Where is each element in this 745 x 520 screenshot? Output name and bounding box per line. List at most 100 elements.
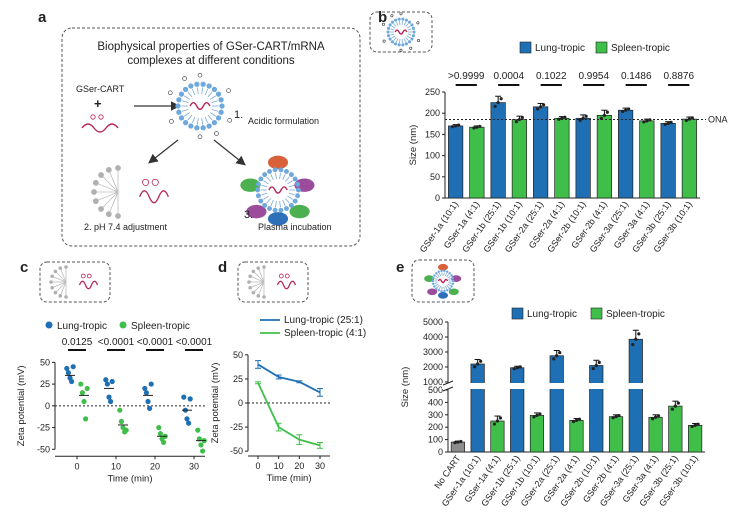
lipid-tail <box>287 195 293 200</box>
lipid-tail <box>390 28 395 31</box>
lipid-tail <box>399 39 401 43</box>
data-point <box>148 381 154 387</box>
lipid-head <box>267 206 272 212</box>
legend-e: Lung-tropic Spleen-tropic <box>511 307 665 320</box>
data-point <box>574 418 579 422</box>
data-point <box>479 359 483 363</box>
y-tick-label: 2000 <box>423 362 443 372</box>
data-point <box>518 365 522 369</box>
charge-icon <box>284 273 290 279</box>
lipid-head <box>255 187 261 193</box>
arrow-right-icon <box>213 139 246 166</box>
panel-c-label: c <box>20 259 28 276</box>
lipid-head <box>390 40 395 44</box>
y-axis-title: Zeta potential (mV) <box>210 363 221 444</box>
lipid-head <box>412 30 416 34</box>
p-value-label: <0.0001 <box>137 337 174 348</box>
legend-c: Lung-tropic Spleen-tropic <box>45 321 190 332</box>
bar <box>511 119 527 199</box>
charge-icon <box>80 273 86 279</box>
y-tick-label: 25 <box>40 379 50 389</box>
legend-b: Lung-tropic Spleen-tropic <box>519 41 670 54</box>
data-point <box>673 404 677 408</box>
y-tick-label: -50 <box>230 446 243 456</box>
lipid-head <box>262 202 268 208</box>
lipid-head <box>178 115 185 121</box>
free-cart-head <box>98 206 104 212</box>
bar <box>554 117 570 199</box>
lipid-head <box>386 30 390 34</box>
bar <box>618 109 634 199</box>
lipid-head <box>278 167 284 173</box>
lipid-head <box>448 272 451 275</box>
y-tick-label: 400 <box>428 397 443 407</box>
reference-line-label: ONA <box>708 115 728 125</box>
bar <box>470 363 485 453</box>
panel-a-label: a <box>38 9 47 26</box>
lipid-head <box>176 97 182 103</box>
free-cart-head <box>50 285 54 290</box>
y-tick-label: -25 <box>37 423 50 433</box>
y-axis-title: Size (nm) <box>400 367 411 408</box>
data-point <box>187 396 193 402</box>
panel-a-frame <box>61 27 361 247</box>
data-point <box>78 381 84 387</box>
lipid-head <box>258 198 264 204</box>
legend-e-spleen-swatch <box>590 307 603 320</box>
lipid-head <box>206 123 212 129</box>
lipid-tail <box>391 25 396 29</box>
lipid-tail <box>406 25 411 29</box>
p-value-label: >0.9999 <box>448 71 485 82</box>
mrna-strand <box>437 278 449 284</box>
data-point <box>627 107 631 111</box>
data-point <box>104 381 110 387</box>
bar <box>569 420 584 453</box>
bar <box>529 415 545 453</box>
lipid-head <box>295 193 301 199</box>
data-point <box>184 416 190 422</box>
lipid-tail <box>401 39 403 43</box>
panel-c: c Lung-tropic Spleen-tropic -50 -25 0 25 50 Z… <box>16 259 213 484</box>
free-cart-head <box>58 266 63 270</box>
lipid-head <box>215 91 222 97</box>
legend-c-lung-marker <box>45 321 53 329</box>
free-cart-head <box>247 280 251 284</box>
data-point <box>123 427 129 433</box>
lipid-head <box>188 83 194 89</box>
lipid-head <box>431 279 435 283</box>
legend-spleen-swatch <box>595 41 608 54</box>
p-value-label: 0.8876 <box>663 71 694 82</box>
lipid-tail <box>285 198 290 204</box>
free-cart-chain <box>59 267 67 283</box>
lipid-head <box>194 125 200 131</box>
free-cart-chain <box>51 281 67 289</box>
panel-c-inset-frame <box>39 261 111 303</box>
dissociated-inset-icon <box>247 265 297 299</box>
lipid-head <box>175 103 181 109</box>
data-point <box>578 118 582 122</box>
lipid-tail <box>446 284 449 288</box>
lipid-head <box>267 168 272 174</box>
free-cart-chain <box>253 271 265 283</box>
legend-c-spleen-marker <box>119 321 127 329</box>
lipid-head <box>188 123 194 129</box>
dissociated-inset-icon <box>49 265 99 299</box>
data-point <box>696 422 700 426</box>
plasma-protein-icon <box>437 292 449 299</box>
data-point <box>591 367 595 371</box>
lipid-head <box>206 83 212 89</box>
data-point <box>459 439 463 444</box>
lipid-head <box>215 115 222 121</box>
p-value-label: 0.0125 <box>62 337 93 348</box>
free-cart-chain <box>257 267 265 283</box>
data-point <box>634 337 638 341</box>
lipid-head <box>278 207 284 213</box>
lipid-tail <box>435 283 439 287</box>
lipid-tail <box>288 184 295 188</box>
data-point <box>492 422 497 426</box>
data-point <box>181 394 187 400</box>
lipid-tail <box>266 176 271 182</box>
data-point <box>64 365 70 372</box>
series-line <box>257 382 321 447</box>
panel-e-label: e <box>396 259 404 276</box>
